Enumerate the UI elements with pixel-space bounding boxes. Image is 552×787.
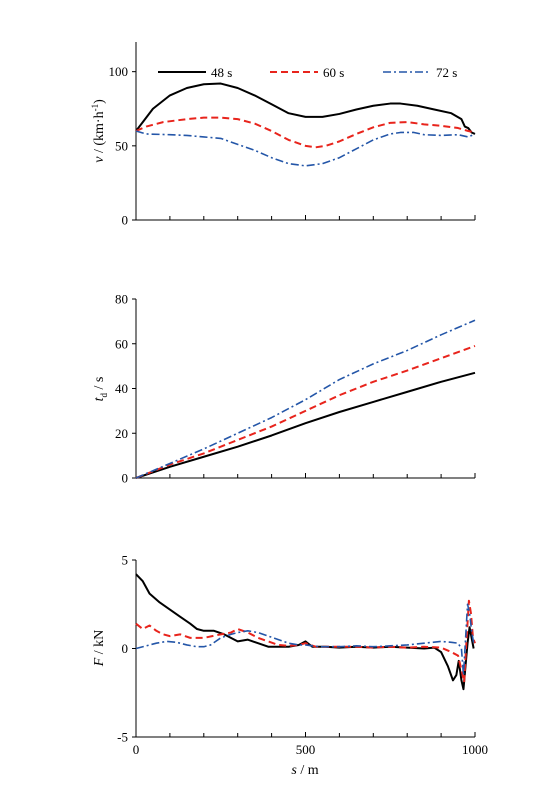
- legend-label-48s: 48 s: [211, 65, 232, 80]
- y-axis-label-sub: d: [99, 392, 109, 397]
- speed-panel: 0 50 100 v / (km·h-1) 48 s 60 s 72 s: [90, 42, 476, 228]
- legend-entry-60s: 60 s: [270, 65, 344, 80]
- x-tick-label: 1000: [462, 742, 488, 757]
- legend-entry-72s: 72 s: [383, 65, 457, 80]
- x-tick-label: 500: [296, 742, 316, 757]
- time-panel: 0 20 40 60 80 td / s: [92, 292, 476, 486]
- tick-marks: [132, 298, 476, 479]
- series-line-1: [135, 116, 476, 149]
- legend-label-72s: 72 s: [436, 65, 457, 80]
- y-axis-label-close: ): [92, 99, 107, 104]
- y-tick-label: 100: [109, 64, 129, 79]
- y-axis-label: td / s: [92, 377, 109, 402]
- tick-marks: [132, 559, 476, 738]
- y-tick-label: -5: [117, 730, 128, 745]
- y-axis-label-units: / kN: [92, 630, 107, 658]
- series-line-1: [135, 599, 476, 684]
- x-axis-label: s / m: [291, 763, 318, 778]
- tick-labels: 0 20 40 60 80: [115, 292, 128, 486]
- y-tick-label: 80: [115, 292, 128, 307]
- y-tick-label: 0: [122, 213, 129, 228]
- series-line-2: [135, 603, 475, 676]
- legend: 48 s 60 s 72 s: [158, 65, 457, 80]
- series-line-2: [135, 319, 476, 479]
- y-axis-label-sup: -1: [90, 104, 100, 112]
- force-panel: -5 0 5 0 500 1000 F / kN s / m: [92, 553, 488, 779]
- y-tick-label: 0: [122, 471, 129, 486]
- y-tick-label: 50: [115, 138, 128, 153]
- series-group: [135, 82, 476, 167]
- y-tick-label: 60: [115, 336, 128, 351]
- series-line-2: [135, 130, 476, 167]
- series-line-0: [135, 371, 476, 479]
- series-line-0: [135, 573, 475, 691]
- legend-entry-48s: 48 s: [158, 65, 232, 80]
- x-tick-label: 0: [133, 742, 140, 757]
- x-axis-label-main: s: [291, 763, 297, 778]
- tick-labels: 0 50 100: [109, 64, 129, 227]
- y-tick-label: 5: [122, 553, 129, 568]
- series-group: [135, 573, 476, 691]
- y-axis-label-main: F: [92, 657, 107, 667]
- y-tick-label: 40: [115, 381, 128, 396]
- legend-label-60s: 60 s: [323, 65, 344, 80]
- y-axis-label-main: t: [92, 396, 107, 401]
- tick-marks: [132, 71, 476, 221]
- y-axis-label-units: / s: [92, 377, 107, 393]
- series-line-1: [135, 345, 476, 479]
- x-axis-label-units: / m: [297, 763, 319, 778]
- y-axis-label: v / (km·h-1): [90, 99, 107, 163]
- series-group: [135, 319, 476, 479]
- y-tick-label: 0: [122, 641, 129, 656]
- y-axis-label-main: v: [92, 156, 107, 163]
- y-tick-label: 20: [115, 426, 128, 441]
- tick-labels: -5 0 5 0 500 1000: [117, 553, 488, 758]
- y-axis-label: F / kN: [92, 630, 107, 668]
- y-axis-label-units: / (km·h: [92, 111, 107, 156]
- series-line-0: [135, 82, 476, 135]
